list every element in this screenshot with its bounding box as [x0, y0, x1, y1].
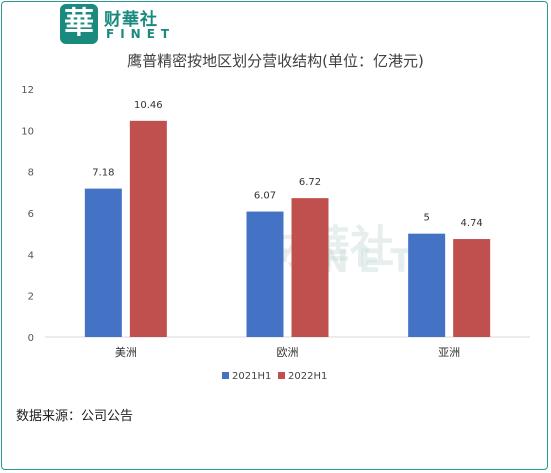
y-tick-label: 6: [28, 209, 34, 220]
brand-logo: 華 财華社 FINET: [60, 4, 210, 46]
y-tick-label: 10: [21, 126, 34, 137]
brand-name-cn: 财華社: [104, 10, 158, 30]
legend-swatch: [278, 372, 285, 379]
category-label: 欧洲: [277, 346, 299, 359]
legend-label: 2021H1: [232, 371, 271, 382]
bar-2022H1-欧洲: [291, 198, 329, 337]
bar-2022H1-美洲: [129, 120, 167, 338]
legend-swatch: [222, 372, 229, 379]
data-label: 4.74: [461, 218, 483, 229]
y-tick-label: 4: [28, 250, 34, 261]
watermark: 財華社 FINET: [262, 222, 422, 280]
brand-badge: 華: [60, 4, 98, 44]
y-tick-label: 0: [28, 333, 34, 344]
source-note: 数据来源：公司公告: [16, 409, 134, 424]
bar-2021H1-美洲: [84, 188, 122, 337]
axis-layer: 0 2 4 6 8 10 12: [21, 85, 530, 344]
y-tick-label: 8: [28, 168, 34, 179]
data-label: 6.72: [299, 177, 321, 188]
bars-layer: [84, 120, 491, 338]
y-tick-label: 2: [28, 292, 34, 303]
category-label: 亚洲: [438, 346, 460, 359]
watermark-en: FINET: [268, 242, 422, 280]
bar-2021H1-亚洲: [408, 233, 446, 337]
data-label: 6.07: [254, 191, 276, 202]
legend-label: 2022H1: [288, 371, 327, 382]
category-label: 美洲: [115, 346, 137, 359]
data-label: 10.46: [134, 100, 163, 111]
data-label: 5: [423, 213, 429, 224]
chart-title: 鹰普精密按地区划分营收结构(单位：亿港元): [127, 52, 424, 70]
data-label: 7.18: [92, 168, 114, 179]
bar-2022H1-亚洲: [453, 239, 491, 337]
y-tick-label: 12: [21, 85, 34, 96]
legend: 2021H1 2022H1: [222, 371, 327, 382]
labels-layer: 美洲 7.18 10.46 欧洲 6.07 6.72 亚洲 5 4.74: [92, 100, 483, 359]
bar-2021H1-欧洲: [246, 211, 284, 337]
brand-name-en: FINET: [106, 27, 176, 41]
